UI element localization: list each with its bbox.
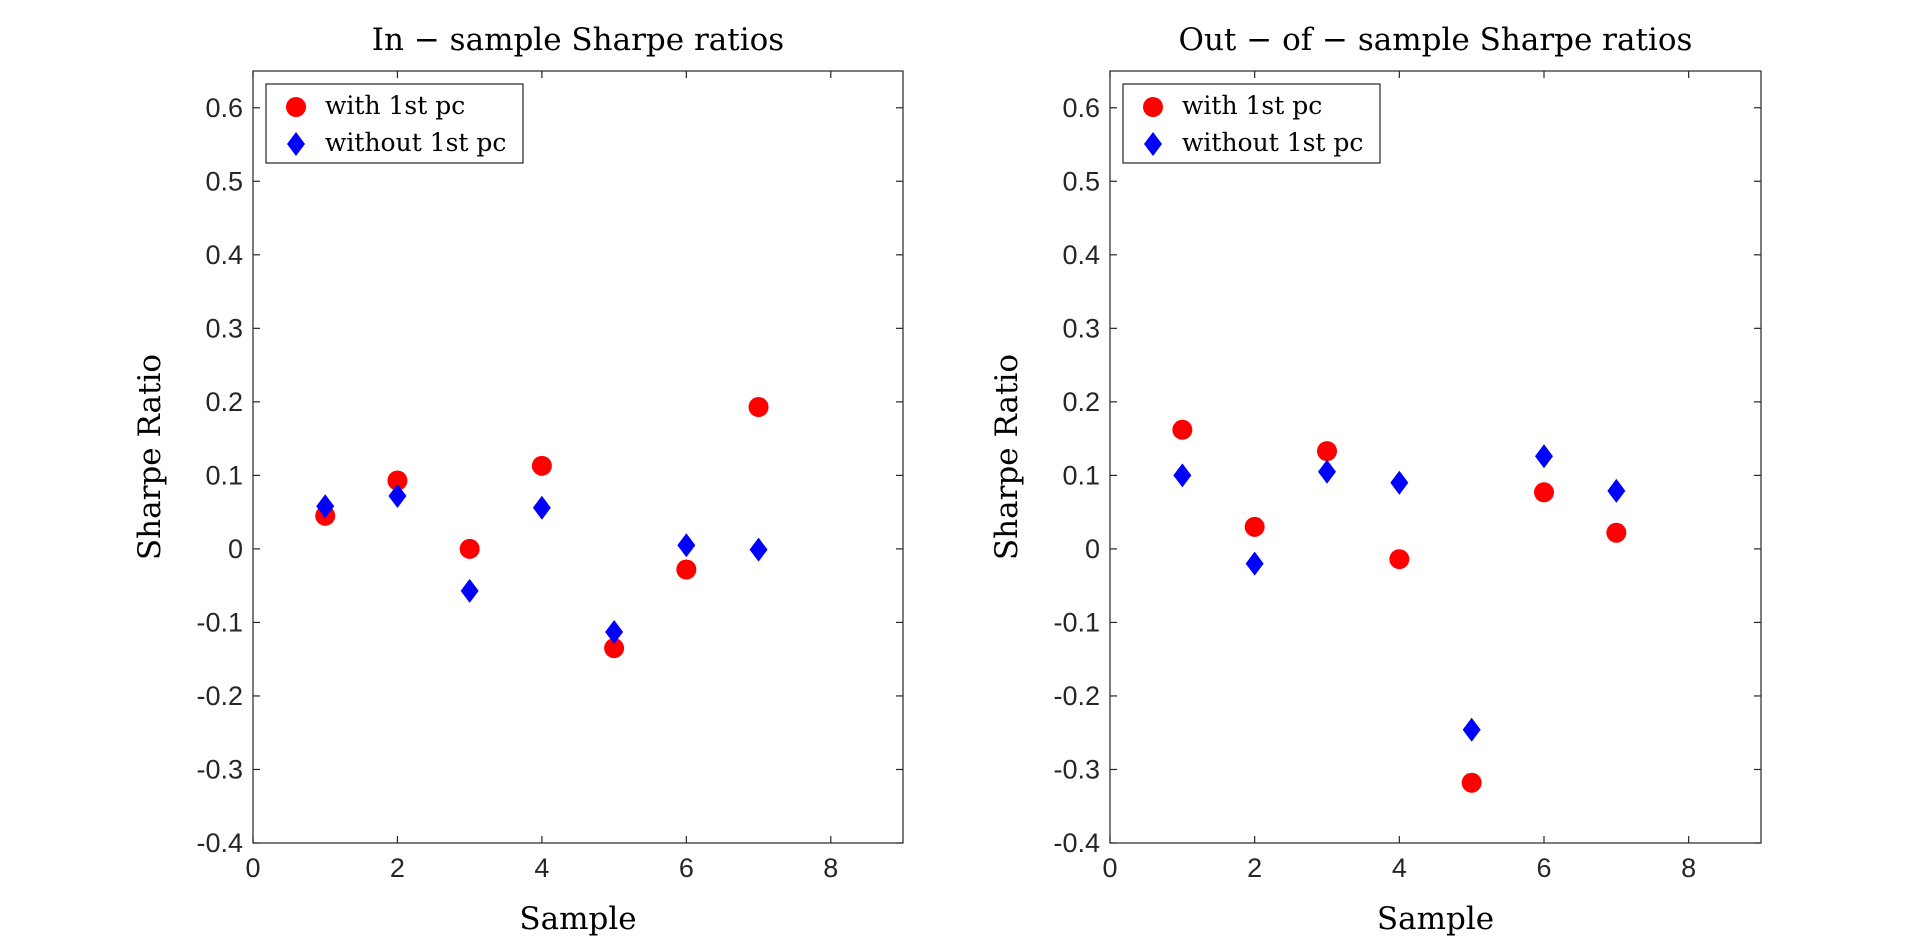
out-of-sample-legend-box (1122, 83, 1381, 164)
in-sample-panel: -0.4 -0.3 -0.2 -0.1 0 0.1 0.2 0.3 0.4 0.5 0.6 0 2 4 6 8… (132, 22, 904, 936)
out-of-sample-data-point (1534, 482, 1554, 503)
out-of-sample-data-point (1317, 441, 1337, 462)
in-sample-legend-label: with 1st pc (325, 91, 465, 120)
out-of-sample-ytick-label: 0.1 (1062, 460, 1100, 490)
out-of-sample-ytick-label: 0 (1085, 534, 1100, 564)
in-sample-plot-box (252, 70, 904, 844)
in-sample-xtick-label: 2 (390, 853, 405, 883)
out-of-sample-chart-title: Out − of − sample Sharpe ratios (1179, 22, 1693, 58)
out-of-sample-x-axis-label: Sample (1377, 901, 1494, 936)
in-sample-data-point (387, 470, 408, 491)
in-sample-data-point (316, 494, 335, 519)
in-sample-ytick-label: 0.4 (205, 240, 243, 270)
in-sample-x-axis-label: Sample (519, 901, 636, 936)
out-of-sample-panel: -0.4 -0.3 -0.2 -0.1 0 0.1 0.2 0.3 0.4 0.5 0.6 0 2 4 6 8… (989, 22, 1762, 936)
out-of-sample-data-point (1173, 463, 1192, 488)
out-of-sample-series-without-1st-pc (1173, 444, 1626, 742)
out-of-sample-data-point (1389, 549, 1410, 570)
out-of-sample-data-point (1318, 459, 1336, 484)
in-sample-data-point (531, 455, 552, 476)
in-sample-data-point (605, 619, 624, 644)
out-of-sample-ytick-label: -0.3 (1053, 754, 1100, 784)
in-sample-legend-marker (287, 132, 305, 156)
out-of-sample-data-point (1606, 522, 1627, 543)
in-sample-ytick-label: 0.2 (205, 387, 243, 417)
in-sample-data-point (748, 397, 769, 418)
in-sample-xtick-label: 4 (534, 853, 549, 883)
in-sample-xtick-label: 6 (679, 853, 694, 883)
out-of-sample-xtick-label: 8 (1681, 853, 1696, 883)
in-sample-ytick-label: 0.5 (205, 166, 243, 196)
in-sample-data-point (749, 537, 768, 562)
out-of-sample-xtick-label: 2 (1247, 853, 1262, 883)
in-sample-ytick-label: -0.1 (196, 607, 243, 637)
in-sample-series-with-1st-pc (315, 397, 769, 659)
in-sample-xtick-label: 8 (823, 853, 838, 883)
in-sample-y-axis-label: Sharpe Ratio (132, 354, 168, 560)
in-sample-data-point (460, 578, 479, 603)
in-sample-data-point (388, 483, 407, 508)
out-of-sample-data-point (1462, 717, 1481, 742)
in-sample-data-point (604, 638, 625, 659)
in-sample-data-point (677, 533, 696, 558)
out-of-sample-data-point (1244, 516, 1265, 537)
out-of-sample-series-with-1st-pc (1172, 419, 1627, 793)
out-of-sample-plot-box (1109, 70, 1762, 844)
out-of-sample-data-point (1461, 772, 1482, 793)
out-of-sample-data-point (1390, 470, 1409, 495)
out-of-sample-legend-marker (1144, 132, 1162, 156)
out-of-sample-xtick-label: 6 (1536, 853, 1551, 883)
out-of-sample-ytick-label: 0.2 (1062, 387, 1100, 417)
in-sample-ytick-label: -0.4 (196, 828, 243, 858)
in-sample-legend-box (265, 83, 524, 164)
in-sample-ytick-label: -0.3 (196, 754, 243, 784)
out-of-sample-ytick-label: 0.3 (1062, 313, 1100, 343)
in-sample-ytick-label: 0.1 (205, 460, 243, 490)
in-sample-ytick-label: 0.3 (205, 313, 243, 343)
out-of-sample-data-point (1172, 419, 1193, 440)
in-sample-data-point (532, 495, 551, 520)
out-of-sample-legend-label: with 1st pc (1182, 91, 1322, 120)
out-of-sample-y-axis-label: Sharpe Ratio (989, 354, 1025, 560)
out-of-sample-ytick-label: 0.4 (1062, 240, 1100, 270)
out-of-sample-legend-marker (1143, 97, 1163, 117)
in-sample-legend-label: without 1st pc (325, 128, 506, 157)
in-sample-ytick-label: -0.2 (196, 681, 243, 711)
in-sample-series-without-1st-pc (316, 483, 768, 644)
in-sample-data-point (676, 559, 697, 580)
in-sample-legend: with 1st pc without 1st pc (265, 83, 524, 164)
in-sample-ytick-label: 0 (228, 534, 243, 564)
out-of-sample-ytick-label: -0.2 (1053, 681, 1100, 711)
in-sample-legend-marker (286, 97, 306, 117)
in-sample-chart-title: In − sample Sharpe ratios (372, 22, 784, 58)
in-sample-xtick-label: 0 (245, 853, 260, 883)
out-of-sample-ytick-label: -0.4 (1053, 828, 1100, 858)
out-of-sample-ytick-label: 0.6 (1062, 93, 1100, 123)
in-sample-data-point (459, 538, 480, 559)
out-of-sample-data-point (1607, 478, 1626, 503)
out-of-sample-legend: with 1st pc without 1st pc (1122, 83, 1381, 164)
out-of-sample-xtick-label: 4 (1392, 853, 1407, 883)
out-of-sample-data-point (1245, 551, 1264, 576)
out-of-sample-data-point (1535, 444, 1553, 469)
out-of-sample-legend-label: without 1st pc (1182, 128, 1363, 157)
in-sample-ytick-label: 0.6 (205, 93, 243, 123)
out-of-sample-ytick-label: 0.5 (1062, 166, 1100, 196)
out-of-sample-xtick-label: 0 (1102, 853, 1117, 883)
out-of-sample-ytick-label: -0.1 (1053, 607, 1100, 637)
